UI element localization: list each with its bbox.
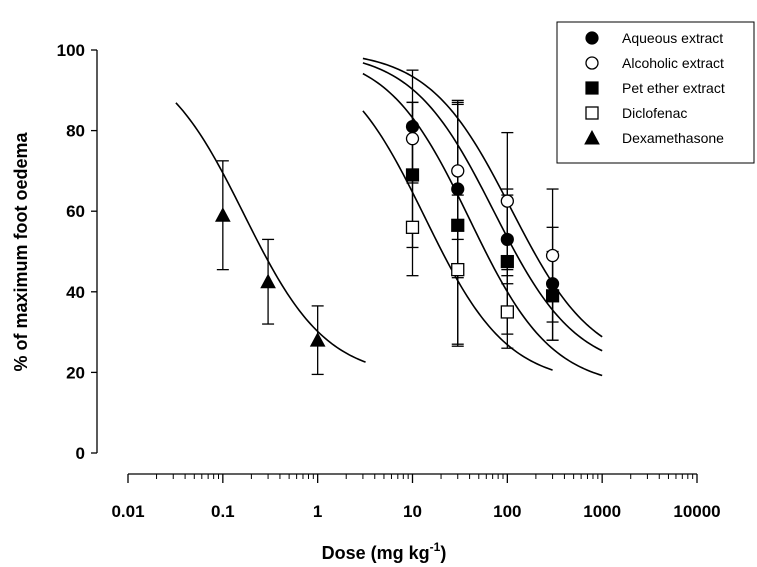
data-point-circle-open	[405, 132, 420, 146]
fit-curve	[362, 62, 603, 352]
x-tick-label: 10000	[673, 502, 720, 521]
y-tick-label: 20	[66, 363, 85, 382]
x-tick-label: 10	[403, 502, 422, 521]
legend-label: Dexamethasone	[622, 130, 724, 146]
x-tick-label: 1	[313, 502, 322, 521]
data-point-circle-open	[500, 194, 514, 208]
fit-curve	[362, 72, 603, 377]
x-tick-label: 100	[493, 502, 521, 521]
x-tick-label: 0.01	[111, 502, 144, 521]
y-tick-label: 0	[76, 444, 85, 463]
x-axis-title: Dose (mg kg-1)	[322, 540, 447, 563]
data-point-triangle-filled	[214, 207, 231, 222]
x-tick-label: 1000	[583, 502, 621, 521]
legend-label: Pet ether extract	[622, 80, 725, 96]
data-point-square-filled	[545, 289, 560, 303]
data-point-circle-filled	[451, 182, 465, 196]
legend-label: Aqueous extract	[622, 30, 723, 46]
data-point-circle-filled	[405, 119, 420, 134]
legend-marker-triangle-filled	[584, 129, 600, 145]
y-tick-label: 100	[57, 41, 85, 60]
x-tick-label: 0.1	[211, 502, 235, 521]
data-point-circle-filled	[545, 277, 560, 291]
legend-label: Alcoholic extract	[622, 55, 724, 71]
y-tick-label: 40	[66, 283, 85, 302]
axes: 0 20 40 60 80 100 0.01 0.1 1 10 100 1000 10000	[57, 41, 721, 521]
data-point-triangle-filled	[260, 273, 276, 289]
legend-marker-circle-filled	[585, 31, 599, 45]
plot-area	[175, 57, 603, 377]
data-point-square-filled	[451, 218, 465, 232]
data-point-square-open	[500, 305, 514, 319]
data-point-square-open	[405, 220, 420, 234]
legend-label: Diclofenac	[622, 105, 687, 121]
x-axis-title-close: )	[440, 543, 446, 563]
data-point-triangle-filled	[309, 332, 326, 347]
data-point-circle-open	[451, 164, 465, 178]
data-point-square-filled	[405, 168, 420, 182]
data-point-circle-filled	[500, 232, 514, 247]
data-point-square-filled	[500, 254, 514, 269]
legend: Aqueous extract Alcoholic extract Pet ethe…	[556, 21, 755, 164]
fit-curve	[175, 102, 366, 363]
legend-marker-square-filled	[585, 81, 599, 95]
y-tick-label: 80	[66, 122, 85, 141]
data-point-square-open	[451, 262, 465, 277]
y-tick-label: 60	[66, 202, 85, 221]
data-point-circle-open	[545, 248, 560, 263]
legend-marker-square-open	[585, 106, 599, 120]
y-axis-title: % of maximum foot oedema	[11, 131, 31, 371]
fit-curve	[362, 57, 603, 338]
x-axis-title-superscript: -1	[430, 540, 441, 554]
legend-marker-circle-open	[585, 56, 599, 70]
